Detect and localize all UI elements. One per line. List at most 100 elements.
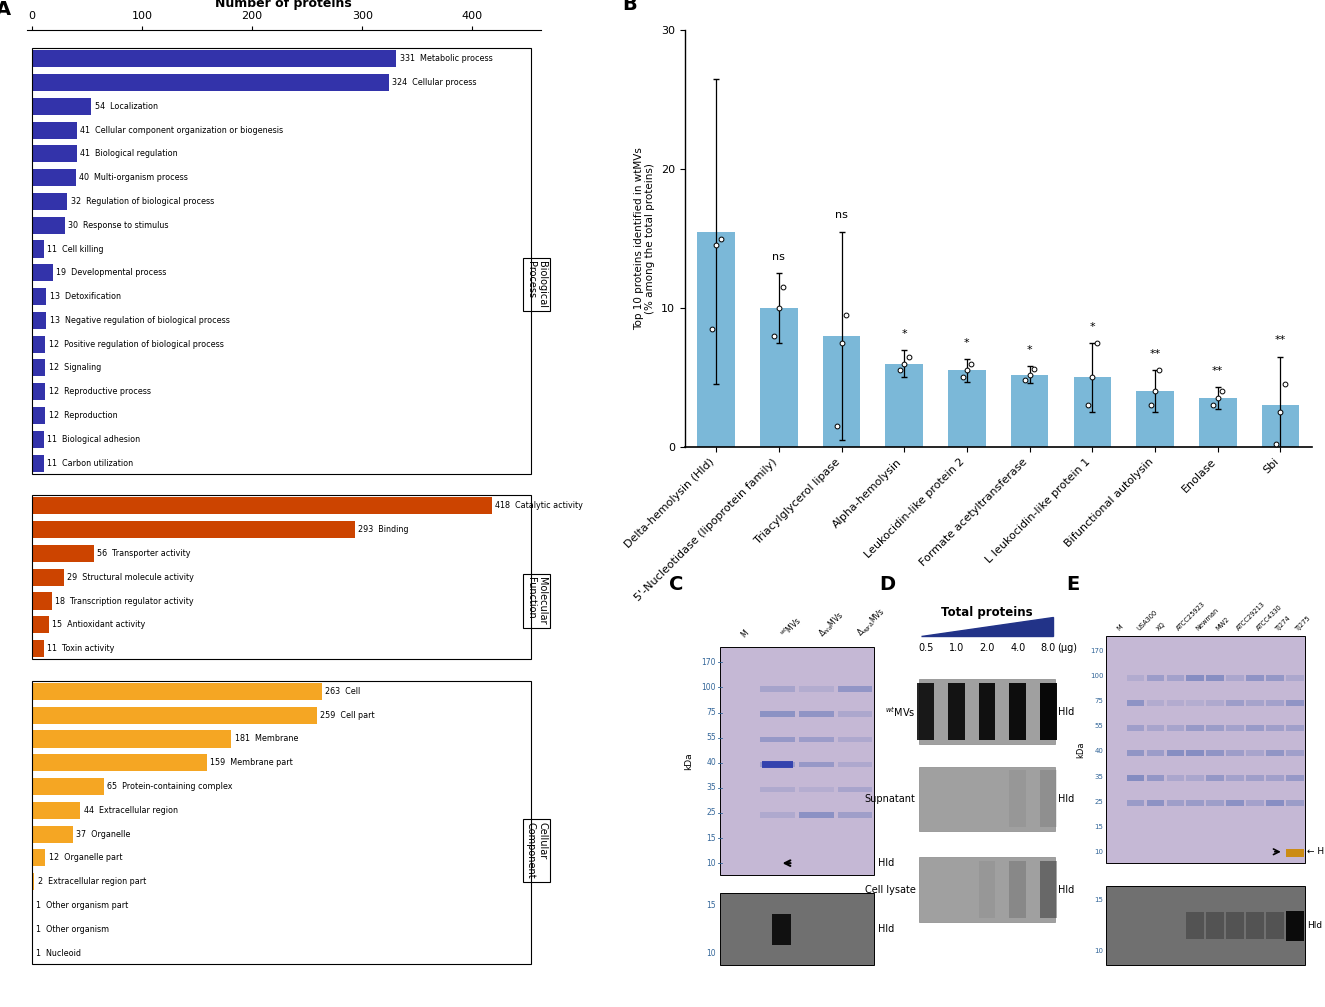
Bar (1010, 861, 1026, 918)
Text: Total proteins: Total proteins (941, 605, 1034, 618)
Bar (1146, 725, 1165, 731)
Text: 44  Extracellular region: 44 Extracellular region (83, 806, 178, 815)
Text: $^{wt}$MVs: $^{wt}$MVs (885, 705, 916, 719)
Text: *: * (1027, 345, 1032, 355)
Text: Hld: Hld (878, 924, 894, 934)
Bar (1146, 750, 1165, 756)
Text: **: ** (1212, 366, 1223, 376)
Bar (32, 241, 44, 258)
Text: ns: ns (835, 210, 848, 221)
Point (893, 355, 914, 372)
Text: 1  Nucleoid: 1 Nucleoid (36, 949, 81, 958)
Bar (979, 861, 995, 918)
Bar (1073, 378, 1112, 447)
Bar (1226, 750, 1244, 756)
Bar (920, 858, 1055, 921)
Bar (1287, 910, 1304, 941)
Bar (837, 712, 872, 717)
Text: 37  Organelle: 37 Organelle (76, 830, 130, 839)
Bar (32, 497, 492, 515)
Bar (1146, 801, 1165, 807)
Text: MW2: MW2 (1215, 616, 1231, 632)
Bar (32, 454, 44, 471)
Text: XQ: XQ (1155, 621, 1166, 632)
Bar (32, 849, 45, 866)
Bar (1247, 750, 1264, 756)
Bar (762, 761, 794, 768)
Text: 40: 40 (1094, 748, 1104, 754)
Text: 1.0: 1.0 (949, 643, 965, 654)
Text: 10: 10 (1094, 949, 1104, 955)
Bar (837, 736, 872, 742)
Text: Cellular
Component: Cellular Component (526, 822, 547, 879)
Text: M: M (739, 628, 750, 639)
Text: 100: 100 (701, 683, 716, 692)
Bar (1226, 725, 1244, 731)
Bar (979, 683, 995, 740)
Bar (1040, 861, 1057, 918)
Point (1265, 436, 1287, 452)
Text: B: B (623, 0, 637, 13)
Bar (1267, 750, 1284, 756)
Bar (1261, 405, 1300, 447)
Text: 32  Regulation of biological process: 32 Regulation of biological process (70, 197, 213, 206)
Bar (1126, 801, 1145, 807)
Bar (917, 683, 934, 740)
Bar (1206, 700, 1224, 706)
Bar (32, 264, 53, 281)
Bar (1166, 801, 1185, 807)
Text: Supnatant: Supnatant (865, 794, 916, 804)
Bar (772, 914, 791, 945)
Text: Hld: Hld (1059, 707, 1075, 717)
Bar (761, 786, 795, 793)
Bar (32, 288, 46, 305)
Bar (1126, 750, 1145, 756)
Text: TJ274: TJ274 (1275, 614, 1292, 632)
Point (1081, 370, 1102, 386)
Bar (761, 687, 795, 692)
Bar (1226, 912, 1244, 939)
Text: 10: 10 (1094, 849, 1104, 855)
Text: A: A (0, 0, 11, 19)
Text: 10: 10 (706, 949, 716, 958)
Point (763, 327, 784, 343)
Text: M: M (1116, 624, 1124, 632)
Text: 12  Positive regulation of biological process: 12 Positive regulation of biological pro… (49, 339, 224, 348)
Text: C: C (669, 575, 684, 594)
Bar (697, 232, 735, 447)
Text: 15: 15 (1094, 897, 1104, 903)
Bar (32, 145, 77, 162)
Bar (1206, 725, 1224, 731)
Bar (761, 736, 795, 742)
Text: Molecular
Function: Molecular Function (526, 577, 547, 624)
Bar (1267, 912, 1284, 939)
Bar (1126, 700, 1145, 706)
Bar (1287, 750, 1304, 756)
Bar (1166, 775, 1185, 781)
Text: 40: 40 (706, 758, 716, 767)
Text: 2  Extracellular region part: 2 Extracellular region part (37, 877, 146, 886)
Text: 75: 75 (1094, 698, 1104, 704)
Bar (1146, 775, 1165, 781)
Bar (1206, 775, 1224, 781)
Bar (799, 761, 833, 767)
Bar (1247, 801, 1264, 807)
Bar (885, 364, 924, 447)
Point (1203, 397, 1224, 413)
Bar (1126, 675, 1145, 681)
Bar (799, 812, 833, 818)
Text: Hld: Hld (1306, 921, 1322, 930)
Bar (1126, 725, 1145, 731)
Bar (1146, 700, 1165, 706)
Point (1275, 377, 1296, 393)
Point (1207, 390, 1228, 406)
Text: Hld: Hld (1059, 885, 1075, 894)
Bar (1166, 725, 1185, 731)
Text: 1  Other organism part: 1 Other organism part (36, 901, 129, 910)
Bar (1146, 675, 1165, 681)
Bar (1287, 675, 1304, 681)
Text: Hld: Hld (1059, 794, 1075, 804)
Bar (1126, 775, 1145, 781)
Text: 41  Biological regulation: 41 Biological regulation (81, 149, 178, 158)
Text: 170: 170 (701, 658, 716, 667)
